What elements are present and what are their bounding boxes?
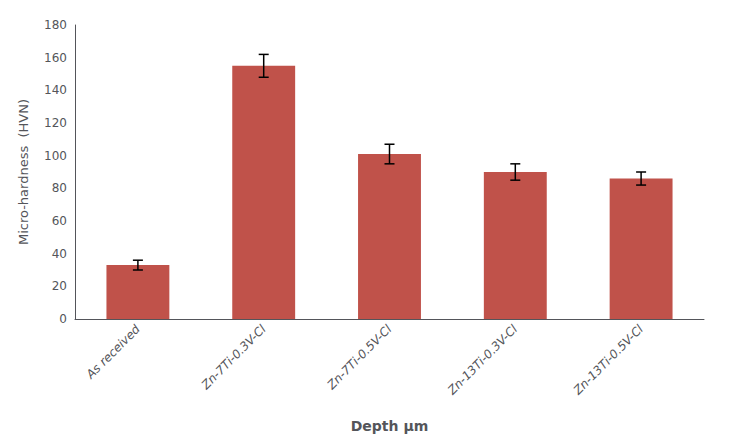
- svg-text:80: 80: [52, 181, 67, 195]
- svg-text:As received: As received: [83, 322, 143, 382]
- svg-text:160: 160: [44, 51, 67, 65]
- svg-text:Zn-7Ti-0.3V-Cl: Zn-7Ti-0.3V-Cl: [198, 322, 269, 393]
- svg-text:Zn-7Ti-0.5V-Cl: Zn-7Ti-0.5V-Cl: [324, 322, 395, 393]
- svg-text:20: 20: [52, 279, 67, 293]
- svg-text:Zn-13Ti-0.3V-Cl: Zn-13Ti-0.3V-Cl: [444, 322, 521, 399]
- svg-text:180: 180: [44, 18, 67, 32]
- svg-text:0: 0: [59, 312, 67, 326]
- svg-text:100: 100: [44, 149, 67, 163]
- svg-text:Micro-hardness (HVN): Micro-hardness (HVN): [16, 99, 31, 245]
- svg-text:Depth μm: Depth μm: [351, 418, 429, 434]
- svg-text:Zn-13Ti-0.5V-Cl: Zn-13Ti-0.5V-Cl: [570, 322, 647, 399]
- svg-text:120: 120: [44, 116, 67, 130]
- svg-text:60: 60: [52, 214, 67, 228]
- svg-text:140: 140: [44, 83, 67, 97]
- svg-text:40: 40: [52, 247, 67, 261]
